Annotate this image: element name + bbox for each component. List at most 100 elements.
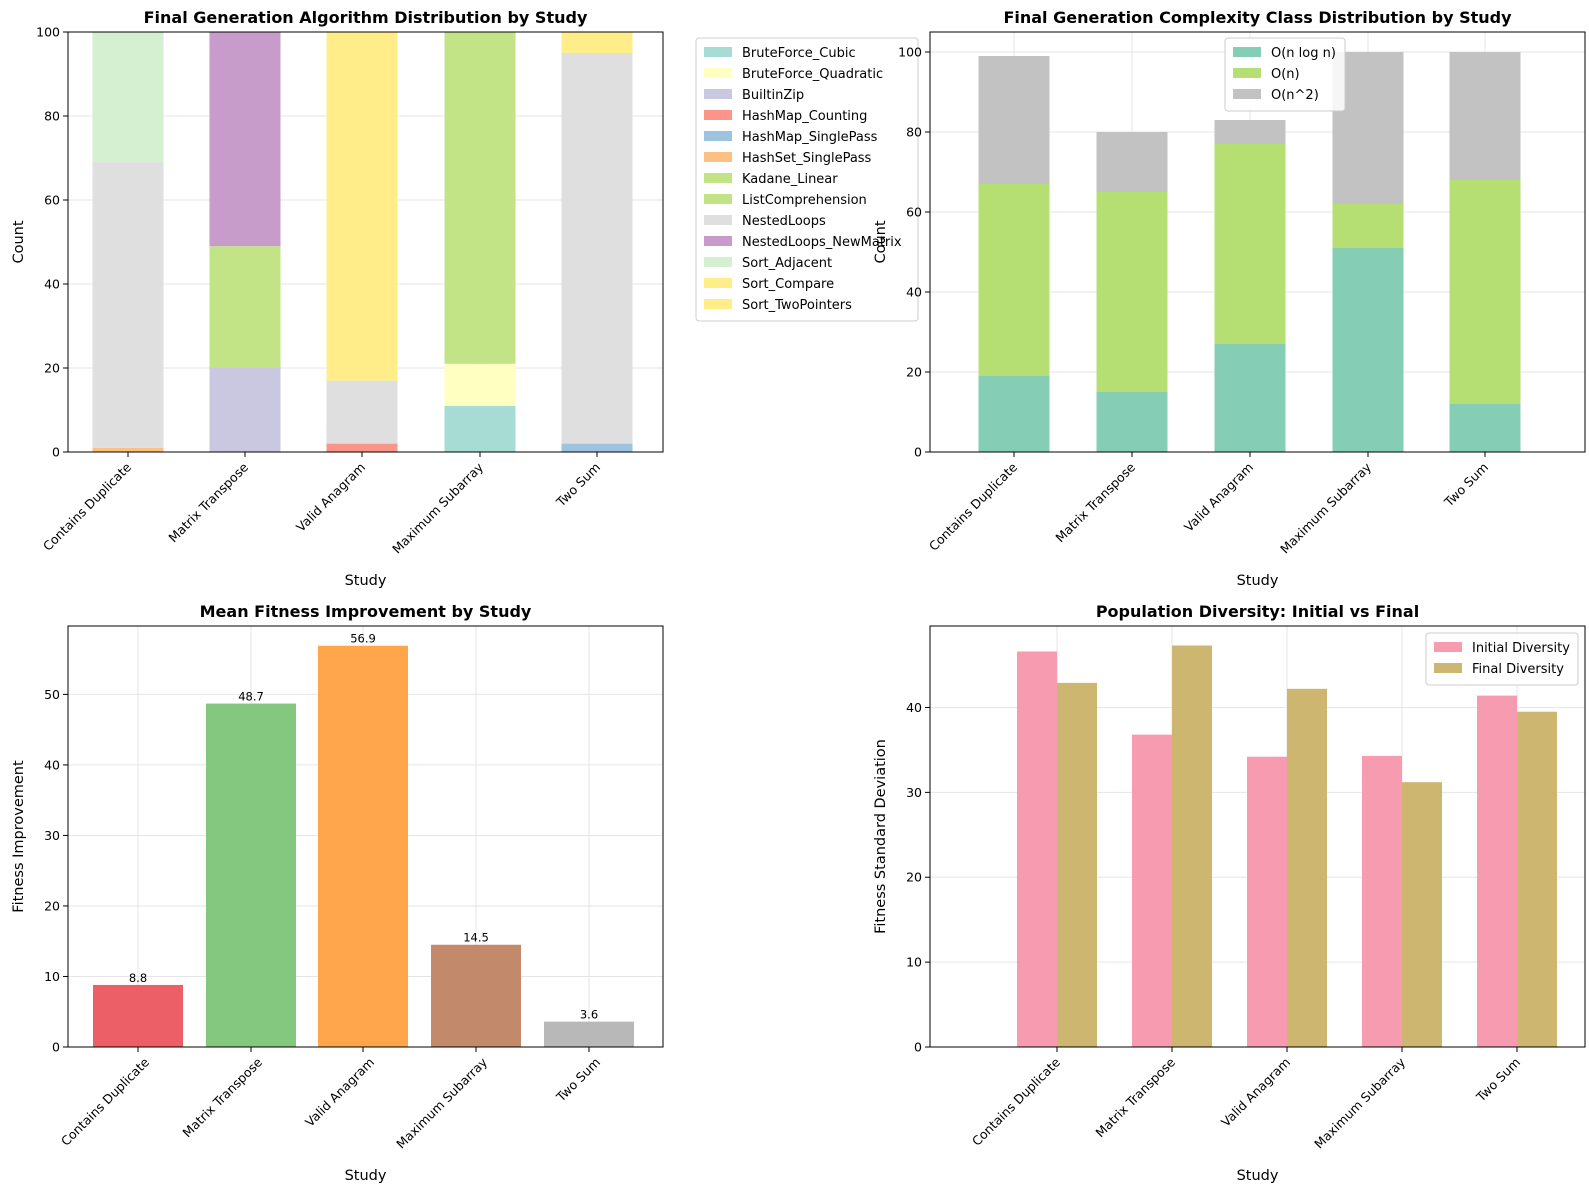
y-axis-label: Count <box>11 220 27 263</box>
data-label: 3.6 <box>580 1008 598 1022</box>
legend-label-kadane-linear: Kadane_Linear <box>742 172 838 187</box>
x-tick-label: Valid Anagram <box>302 1055 377 1130</box>
legend-label-o-n-log-n: O(n log n) <box>1271 46 1336 61</box>
chart-title: Final Generation Complexity Class Distri… <box>1003 8 1512 27</box>
legend-label-hashmap-singlepass: HashMap_SinglePass <box>742 130 878 145</box>
axes-frame <box>929 625 1586 1048</box>
x-tick-label: Valid Anagram <box>1218 1055 1293 1130</box>
bar-two-sum <box>544 1021 634 1047</box>
chart-title: Mean Fitness Improvement by Study <box>200 602 532 621</box>
legend-frame <box>1425 632 1579 686</box>
y-tick-label: 20 <box>44 361 60 376</box>
legend-swatch-o-n-log-n <box>1233 47 1261 57</box>
y-tick-label: 40 <box>44 277 60 292</box>
y-tick-label: 0 <box>914 1040 922 1055</box>
y-tick-label: 20 <box>906 365 922 380</box>
legend-swatch-sort-compare <box>704 278 732 288</box>
bar-listcomprehension-matrix-transpose <box>209 246 281 368</box>
x-tick-label: Maximum Subarray <box>389 459 486 556</box>
x-tick-label: Two Sum <box>1441 460 1492 511</box>
x-tick-label: Two Sum <box>553 460 604 511</box>
bar-o-n-2-valid-anagram <box>1214 120 1286 144</box>
bar-o-n-valid-anagram <box>1214 144 1286 344</box>
legend-swatch-o-n <box>1233 68 1261 78</box>
x-tick-label: Two Sum <box>553 1055 604 1106</box>
axes-frame <box>929 31 1586 453</box>
data-label: 48.7 <box>238 690 264 704</box>
legend: O(n log n) O(n) O(n^2) <box>1224 37 1346 112</box>
legend-label-initial-diversity: Initial Diversity <box>1472 641 1570 656</box>
x-axis-label: Study <box>345 1168 387 1184</box>
bar-matrix-transpose <box>206 703 296 1047</box>
legend-swatch-listcomprehension <box>704 194 732 204</box>
bar-final-diversity-matrix-transpose <box>1172 645 1212 1047</box>
x-tick-label: Contains Duplicate <box>926 459 1020 553</box>
bar-final-diversity-two-sum <box>1517 711 1557 1047</box>
y-tick-label: 50 <box>44 687 60 702</box>
bars: 8.8 48.7 56.9 14.5 3.6 <box>93 632 634 1047</box>
legend-swatch-nestedloops <box>704 215 732 225</box>
legend-swatch-kadane-linear <box>704 173 732 183</box>
x-tick-label: Matrix Transpose <box>1052 459 1138 545</box>
legend-swatch-bruteforce-quadratic <box>704 68 732 78</box>
x-tick-label: Maximum Subarray <box>1311 1054 1408 1151</box>
bar-final-diversity-contains-duplicate <box>1057 682 1097 1047</box>
bar-bruteforce-quadratic-maximum-subarray <box>444 363 516 406</box>
chart-title: Final Generation Algorithm Distribution … <box>144 8 588 27</box>
bar-o-n-two-sum <box>1449 180 1521 404</box>
y-axis-label: Count <box>873 220 889 263</box>
legend-frame <box>695 37 919 322</box>
bar-valid-anagram <box>318 645 408 1047</box>
y-tick-label: 40 <box>906 700 922 715</box>
bar-o-n-log-n-maximum-subarray <box>1332 248 1404 452</box>
legend-label-sort-twopointers: Sort_TwoPointers <box>742 298 852 313</box>
bar-final-diversity-maximum-subarray <box>1402 782 1442 1047</box>
y-tick-label: 60 <box>906 205 922 220</box>
chart-panel-2: 0 20 40 60 80 100 Contains Duplicate Matrix Tra… <box>873 8 1586 589</box>
legend-label-o-n-2: O(n^2) <box>1271 88 1319 103</box>
bar-nestedloops-contains-duplicate <box>92 162 164 448</box>
bar-o-n-2-two-sum <box>1449 52 1521 180</box>
bar-nestedloops-two-sum <box>561 53 633 444</box>
bar-sort-compare-valid-anagram <box>326 32 398 381</box>
legend-label-sort-compare: Sort_Compare <box>742 277 834 292</box>
legend-label-o-n: O(n) <box>1271 67 1300 82</box>
legend-label-bruteforce-cubic: BruteForce_Cubic <box>742 46 856 61</box>
bar-listcomprehension-maximum-subarray <box>444 32 516 364</box>
y-tick-label: 80 <box>906 125 922 140</box>
legend-label-nestedloops-newmatrix: NestedLoops_NewMatrix <box>742 235 902 250</box>
legend-label-builtinzip: BuiltinZip <box>742 88 804 103</box>
chart-panel-4: 0 10 20 30 40 Contains Duplicate Matrix Transp… <box>873 602 1586 1184</box>
chart-panel-1: 0 20 40 60 80 100 Contains Duplicate Matrix Tra… <box>11 8 919 589</box>
bar-o-n-2-matrix-transpose <box>1096 132 1168 192</box>
bar-initial-diversity-contains-duplicate <box>1017 651 1057 1047</box>
y-tick-label: 100 <box>36 25 60 40</box>
legend-swatch-initial-diversity <box>1434 642 1462 652</box>
x-tick-label: Matrix Transpose <box>179 1054 265 1140</box>
legend-swatch-hashset-singlepass <box>704 152 732 162</box>
y-tick-label: 60 <box>44 193 60 208</box>
legend-label-sort-adjacent: Sort_Adjacent <box>742 256 832 271</box>
legend-swatch-builtinzip <box>704 89 732 99</box>
bar-hashmap-counting-valid-anagram <box>326 443 398 452</box>
y-tick-label: 20 <box>906 870 922 885</box>
data-label: 8.8 <box>129 971 147 985</box>
legend-swatch-hashmap-singlepass <box>704 131 732 141</box>
y-axis-label: Fitness Standard Deviation <box>873 739 889 934</box>
bar-o-n-maximum-subarray <box>1332 204 1404 248</box>
y-tick-label: 20 <box>44 898 60 913</box>
y-tick-label: 0 <box>52 1040 60 1055</box>
bars <box>978 52 1521 452</box>
legend: Initial Diversity Final Diversity <box>1425 632 1579 686</box>
legend-swatch-final-diversity <box>1434 663 1462 673</box>
x-axis-label: Study <box>1237 1168 1279 1184</box>
legend-swatch-sort-adjacent <box>704 257 732 267</box>
axes-frame <box>67 625 664 1048</box>
legend-label-final-diversity: Final Diversity <box>1472 662 1564 677</box>
bar-contains-duplicate <box>93 984 183 1047</box>
x-tick-label: Contains Duplicate <box>969 1054 1063 1148</box>
x-tick-label: Maximum Subarray <box>1277 459 1374 556</box>
legend-label-hashset-singlepass: HashSet_SinglePass <box>742 151 872 166</box>
bar-o-n-log-n-valid-anagram <box>1214 344 1286 452</box>
y-tick-label: 80 <box>44 109 60 124</box>
